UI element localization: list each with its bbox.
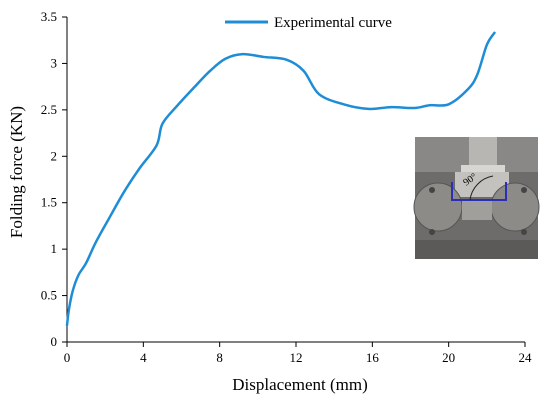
x-tick-label: 4	[140, 350, 147, 365]
bolt-hole	[429, 229, 435, 235]
right-roller	[490, 182, 540, 232]
bolt-hole	[429, 187, 435, 193]
left-roller	[413, 182, 463, 232]
x-tick-label: 24	[519, 350, 533, 365]
x-tick-label: 20	[442, 350, 455, 365]
y-tick-label: 2.5	[41, 102, 57, 117]
x-axis-label: Displacement (mm)	[232, 375, 368, 394]
press-ram	[469, 137, 497, 169]
y-tick-label: 0	[51, 334, 58, 349]
press-plate	[461, 165, 505, 173]
bolt-hole	[521, 229, 527, 235]
ticks: 0 4 8 12 16 20 24 0 0.5 1 1.5 2 2.5 3 3.5	[41, 9, 532, 365]
y-tick-label: 2	[51, 148, 58, 163]
y-axis-label: Folding force (KN)	[7, 106, 26, 238]
specimen	[462, 200, 492, 220]
legend: Experimental curve	[225, 15, 392, 31]
x-tick-label: 12	[290, 350, 303, 365]
y-tick-label: 1.5	[41, 195, 57, 210]
series-line-0	[65, 31, 496, 327]
inset-photo: 90°	[413, 137, 540, 259]
angle-marker	[451, 182, 507, 201]
angle-arc	[469, 175, 494, 201]
x-tick-label: 0	[64, 350, 71, 365]
y-tick-label: 3	[51, 55, 58, 70]
x-tick-label: 16	[366, 350, 380, 365]
bolt-hole	[521, 187, 527, 193]
y-tick-label: 3.5	[41, 9, 57, 24]
series-layer	[65, 31, 496, 327]
x-tick-label: 8	[216, 350, 223, 365]
y-tick-label: 1	[51, 241, 58, 256]
legend-label: Experimental curve	[274, 15, 392, 31]
y-tick-label: 0.5	[41, 288, 57, 303]
photo-base	[415, 240, 538, 259]
